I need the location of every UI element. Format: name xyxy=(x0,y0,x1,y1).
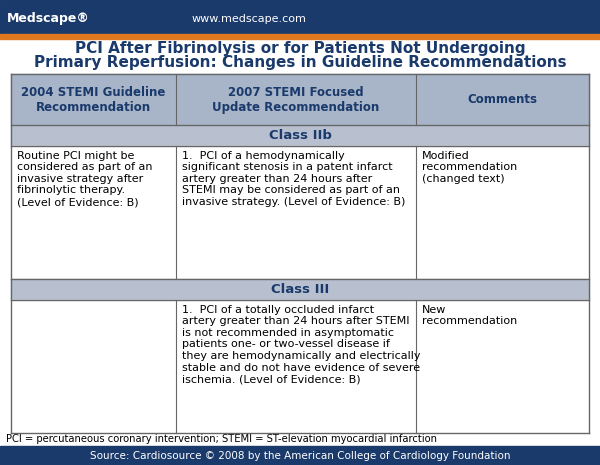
Text: Class IIb: Class IIb xyxy=(269,129,331,142)
Text: Routine PCI might be
considered as part of an
invasive strategy after
fibrinolyt: Routine PCI might be considered as part … xyxy=(17,151,152,207)
Bar xyxy=(11,125,589,146)
Text: PCI After Fibrinolysis or for Patients Not Undergoing: PCI After Fibrinolysis or for Patients N… xyxy=(74,41,526,56)
Bar xyxy=(11,74,589,125)
Text: www.medscape.com: www.medscape.com xyxy=(192,13,307,24)
Text: Source: Cardiosource © 2008 by the American College of Cardiology Foundation: Source: Cardiosource © 2008 by the Ameri… xyxy=(90,451,510,461)
Text: New
recommendation: New recommendation xyxy=(422,305,517,326)
Text: Class III: Class III xyxy=(271,283,329,296)
Text: PCI = percutaneous coronary intervention; STEMI = ST-elevation myocardial infarc: PCI = percutaneous coronary intervention… xyxy=(6,434,437,444)
Text: Comments: Comments xyxy=(467,93,538,106)
Text: 1.  PCI of a hemodynamically
significant stenosis in a patent infarct
artery gre: 1. PCI of a hemodynamically significant … xyxy=(182,151,405,207)
Bar xyxy=(0,446,600,465)
Bar xyxy=(11,279,589,300)
Bar xyxy=(0,34,600,39)
Text: 2007 STEMI Focused
Update Recommendation: 2007 STEMI Focused Update Recommendation xyxy=(212,86,379,113)
Bar xyxy=(0,0,600,35)
Bar xyxy=(11,146,589,279)
Text: Medscape®: Medscape® xyxy=(7,12,90,25)
Text: 2004 STEMI Guideline
Recommendation: 2004 STEMI Guideline Recommendation xyxy=(21,86,166,113)
Bar xyxy=(11,300,589,433)
Text: Primary Reperfusion: Changes in Guideline Recommendations: Primary Reperfusion: Changes in Guidelin… xyxy=(34,55,566,70)
Text: Modified
recommendation
(changed text): Modified recommendation (changed text) xyxy=(422,151,517,184)
Text: 1.  PCI of a totally occluded infarct
artery greater than 24 hours after STEMI
i: 1. PCI of a totally occluded infarct art… xyxy=(182,305,420,384)
